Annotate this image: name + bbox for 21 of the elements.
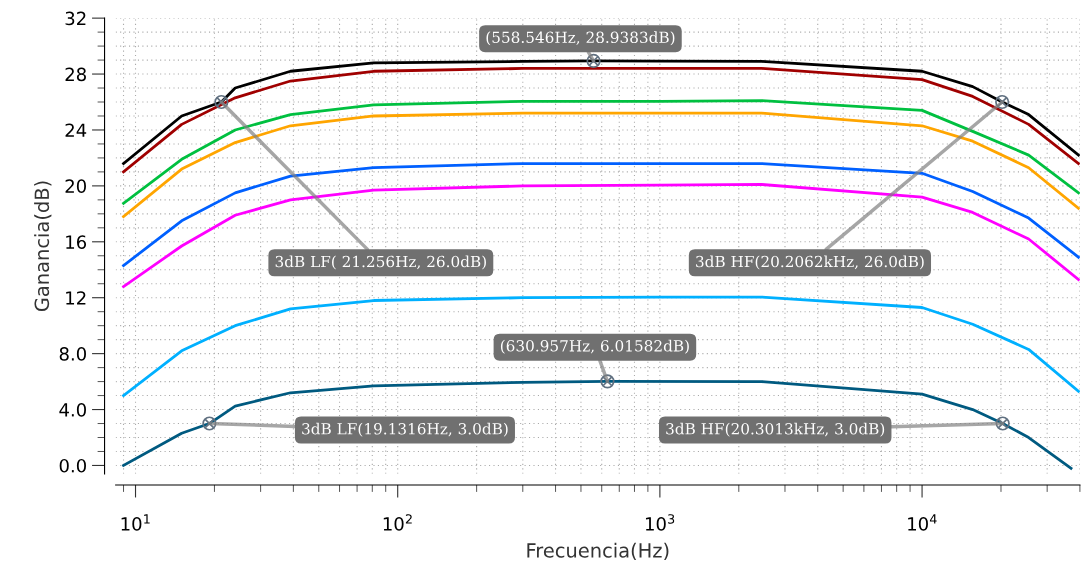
x-axis-title: Frecuencia(Hz) <box>527 542 669 561</box>
annotation: 3dB LF(19.1316Hz, 3.0dB) <box>302 422 508 437</box>
y-tick-label: 28 <box>65 67 86 82</box>
annotation: 3dB LF( 21.256Hz, 26.0dB) <box>275 255 486 270</box>
x-tick-label: 10$^{4}$ <box>908 514 937 531</box>
y-tick-label: 16 <box>66 235 87 249</box>
annotation: 3dB HF(20.2062kHz, 26.0dB) <box>696 255 924 270</box>
x-tick-label: 10$^{2}$ <box>383 514 412 531</box>
y-tick-label: 4.0 <box>59 403 86 417</box>
y-tick-label: 0.0 <box>59 458 86 473</box>
annotation: (630.957Hz, 6.01582dB) <box>500 339 689 354</box>
y-tick-label: 20 <box>65 179 86 193</box>
y-tick-label: 32 <box>65 11 86 26</box>
y-tick-label: 24 <box>65 123 87 137</box>
y-tick-label: 12 <box>66 291 86 305</box>
annotation: 3dB HF(20.3013kHz, 3.0dB) <box>666 422 885 437</box>
annotation: (558.546Hz, 28.9383dB) <box>486 31 675 46</box>
x-tick-label: 10$^{1}$ <box>121 514 150 531</box>
y-axis-title: Ganancia(dB) <box>34 181 52 312</box>
y-tick-label: 8.0 <box>59 347 86 361</box>
x-tick-label: 10$^{3}$ <box>645 514 675 531</box>
